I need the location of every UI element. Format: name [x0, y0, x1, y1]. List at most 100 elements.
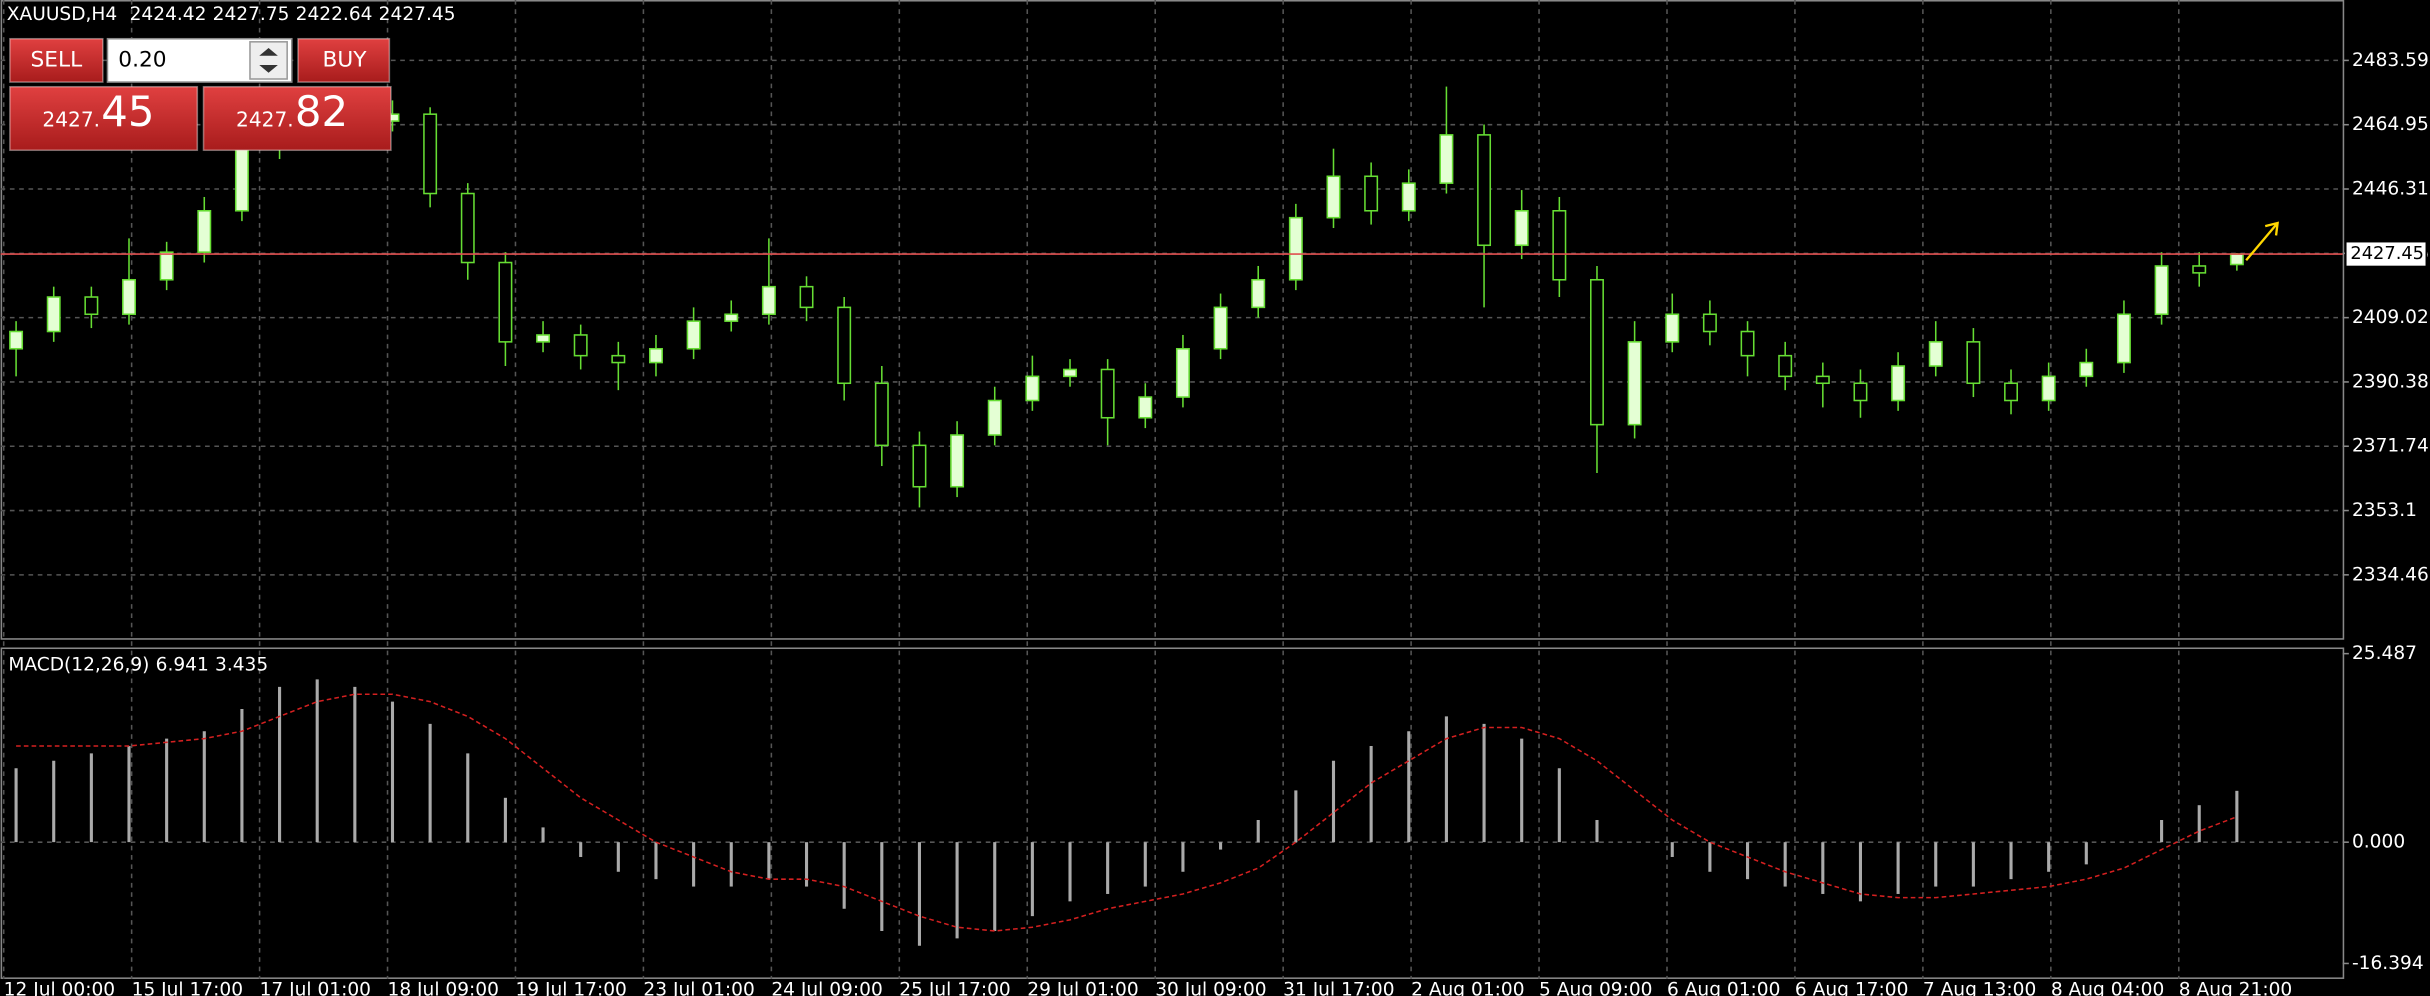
open: 2424.42	[130, 3, 207, 24]
y-tick-label: 2464.95	[2352, 114, 2429, 135]
candle-body	[122, 278, 136, 316]
sell-label: SELL	[31, 47, 83, 72]
x-tick-label: 15 Jul 17:00	[132, 979, 243, 996]
candle-body	[1891, 365, 1906, 402]
x-tick-label: 23 Jul 01:00	[643, 979, 754, 996]
candle-body	[1288, 216, 1303, 281]
y-tick-label: 2409.02	[2352, 307, 2429, 328]
signal-line	[16, 693, 2238, 932]
candle-body	[874, 382, 889, 447]
candle-body	[84, 296, 99, 316]
candle-body	[1063, 368, 1077, 378]
x-tick-label: 29 Jul 01:00	[1027, 979, 1138, 996]
x-tick-label: 17 Jul 01:00	[260, 979, 371, 996]
ask-big: 82	[295, 87, 348, 136]
macd-label: MACD(12,26,9) 6.941 3.435	[8, 654, 268, 675]
candle-body	[2116, 313, 2131, 364]
y-tick-label: 2334.46	[2352, 564, 2429, 585]
candle-body	[1364, 175, 1379, 212]
spinner-arrows	[259, 48, 278, 73]
candle-body	[1853, 382, 1868, 402]
candle-body	[761, 285, 776, 316]
candle-body	[837, 306, 852, 385]
candle-body	[159, 251, 174, 281]
candle-body	[1025, 375, 1040, 402]
y-tick-label: 2390.38	[2352, 371, 2429, 392]
x-tick-label: 8 Aug 21:00	[2179, 979, 2292, 996]
candle-body	[1514, 209, 1529, 247]
candle-body	[1928, 341, 1943, 367]
candle-body	[9, 330, 24, 350]
candle-body	[2004, 382, 2018, 402]
x-tick-label: 8 Aug 04:00	[2051, 979, 2164, 996]
candle-body	[686, 320, 701, 350]
main-frame	[0, 0, 2345, 640]
y-tick-label: 0.000	[2352, 832, 2405, 853]
buy-label: BUY	[322, 47, 367, 72]
candle-body	[2041, 375, 2056, 402]
y-tick-label: 2353.1	[2352, 500, 2417, 521]
y-tick-label: 2483.59	[2352, 50, 2429, 71]
candle-body	[950, 434, 965, 488]
candle-body	[498, 261, 513, 343]
bid-box[interactable]	[9, 85, 199, 152]
x-tick-label: 6 Aug 01:00	[1667, 979, 1780, 996]
lots-spinner[interactable]	[249, 41, 288, 80]
x-tick-label: 31 Jul 17:00	[1283, 979, 1394, 996]
candle-body	[1175, 347, 1190, 398]
ask-small: 2427.	[236, 107, 294, 131]
candle-body	[1778, 354, 1793, 378]
candle-body	[1815, 375, 1830, 385]
candle-body	[1665, 313, 1680, 343]
ask-box[interactable]	[202, 85, 392, 152]
candle-body	[2229, 253, 2244, 266]
candle-body	[1552, 209, 1567, 281]
candle-body	[423, 113, 438, 195]
bid-big: 45	[101, 87, 154, 136]
buy-button[interactable]	[297, 37, 391, 83]
candle-body	[1138, 396, 1153, 419]
macd-value: 6.941	[156, 654, 209, 675]
close: 2427.45	[379, 3, 456, 24]
x-tick-label: 12 Jul 00:00	[4, 979, 115, 996]
candle-body	[1966, 341, 1981, 385]
x-tick-label: 6 Aug 17:00	[1795, 979, 1908, 996]
x-tick-label: 24 Jul 09:00	[771, 979, 882, 996]
x-tick-label: 7 Aug 13:00	[1923, 979, 2036, 996]
trade-panel: SELL 0.20 BUY 2427. 45 2427. 82	[9, 37, 392, 152]
candle-body	[197, 209, 212, 253]
signal-value: 3.435	[215, 654, 268, 675]
y-tick-label: 2371.74	[2352, 436, 2429, 457]
lots-value: 0.20	[118, 47, 166, 72]
candle-body	[611, 354, 626, 364]
low: 2422.64	[296, 3, 373, 24]
candle-body	[2079, 361, 2094, 378]
candle-body	[536, 334, 551, 343]
arrow	[2245, 221, 2279, 262]
candle-body	[1401, 182, 1416, 212]
candle-body	[1439, 134, 1454, 184]
price-label-box	[2344, 240, 2428, 268]
candle-body	[2192, 265, 2207, 274]
x-tick-label: 18 Jul 09:00	[388, 979, 499, 996]
candle-body	[1251, 278, 1266, 309]
candle-body	[460, 192, 475, 264]
macd-name: MACD(12,26,9)	[8, 654, 149, 675]
x-tick-label: 2 Aug 01:00	[1411, 979, 1524, 996]
candle-body	[1740, 330, 1755, 357]
candle-body	[573, 334, 588, 357]
sell-button[interactable]	[9, 37, 104, 83]
price-label: 2427.45	[2350, 243, 2424, 264]
candle-body	[724, 313, 739, 322]
x-tick-label: 25 Jul 17:00	[899, 979, 1010, 996]
candle-body	[1213, 306, 1228, 350]
symbol: XAUUSD,H4	[7, 3, 117, 24]
candle-body	[799, 285, 814, 309]
candle-body	[2154, 265, 2169, 316]
candle-body	[648, 347, 663, 364]
candle-body	[1477, 134, 1492, 247]
